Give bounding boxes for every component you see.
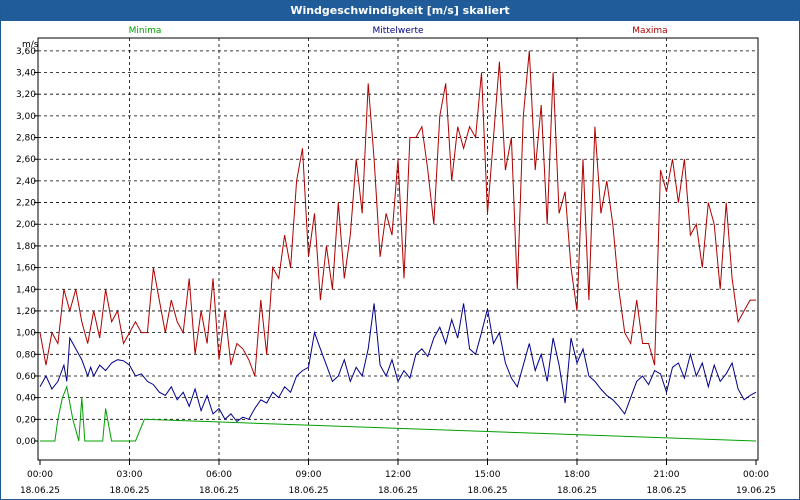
y-tick-label: 0,00 — [16, 437, 36, 447]
x-tick-date: 19.06.25 — [736, 486, 776, 496]
x-tick-time: 09:00 — [296, 470, 322, 480]
y-tick-label: 1,20 — [16, 307, 36, 317]
y-tick-label: 2,80 — [16, 134, 36, 144]
x-tick-date: 18.06.25 — [288, 486, 328, 496]
y-tick-label: 1,60 — [16, 264, 36, 274]
x-tick-date: 18.06.25 — [109, 486, 149, 496]
y-tick-label: 3,00 — [16, 112, 36, 122]
y-tick-label: 3,20 — [16, 90, 36, 100]
legend-mittelwerte: Mittelwerte — [372, 26, 423, 36]
y-tick-label: 2,00 — [16, 220, 36, 230]
x-tick-date: 18.06.25 — [20, 486, 60, 496]
y-tick-label: 0,20 — [16, 415, 36, 425]
x-tick-date: 18.06.25 — [199, 486, 239, 496]
x-tick-time: 12:00 — [385, 470, 411, 480]
window-title: Windgeschwindigkeit [m/s] skaliert — [1, 1, 799, 21]
y-tick-label: 0,40 — [16, 394, 36, 404]
x-tick-time: 03:00 — [117, 470, 143, 480]
y-tick-label: 1,00 — [16, 329, 36, 339]
x-tick-time: 15:00 — [475, 470, 501, 480]
x-tick-date: 18.06.25 — [467, 486, 507, 496]
x-tick-time: 00:00 — [743, 470, 769, 480]
legend-minima: Minima — [129, 26, 162, 36]
y-tick-label: 2,40 — [16, 177, 36, 187]
x-tick-date: 18.06.25 — [378, 486, 418, 496]
x-tick-time: 21:00 — [654, 470, 680, 480]
series-maxima-line — [39, 50, 756, 377]
y-tick-label: 2,20 — [16, 199, 36, 209]
x-tick-time: 06:00 — [206, 470, 232, 480]
y-axis: 0,00 0,20 0,40 0,60 0,80 1,00 1,20 1,40 1,60 1,80… — [16, 47, 38, 447]
y-tick-label: 0,80 — [16, 350, 36, 360]
x-tick-time: 00:00 — [27, 470, 53, 480]
x-tick-date: 18.06.25 — [646, 486, 686, 496]
series-lines — [39, 50, 757, 442]
y-tick-label: 3,40 — [16, 69, 36, 79]
y-tick-label: 1,80 — [16, 242, 36, 252]
x-tick-date: 18.06.25 — [557, 486, 597, 496]
series-minima-line — [40, 385, 757, 442]
x-axis: 00:00 18.06.25 03:00 18.06.25 06:00 18.06.25 0… — [20, 460, 776, 496]
y-tick-label: 1,40 — [16, 285, 36, 295]
y-unit-label: m/s — [22, 40, 39, 50]
series-mittelwerte-line — [39, 303, 757, 423]
y-tick-label: 0,60 — [16, 372, 36, 382]
x-tick-time: 18:00 — [564, 470, 590, 480]
y-tick-label: 2,60 — [16, 155, 36, 165]
legend-maxima: Maxima — [632, 26, 667, 36]
y-tick-label: 3,60 — [16, 47, 36, 57]
